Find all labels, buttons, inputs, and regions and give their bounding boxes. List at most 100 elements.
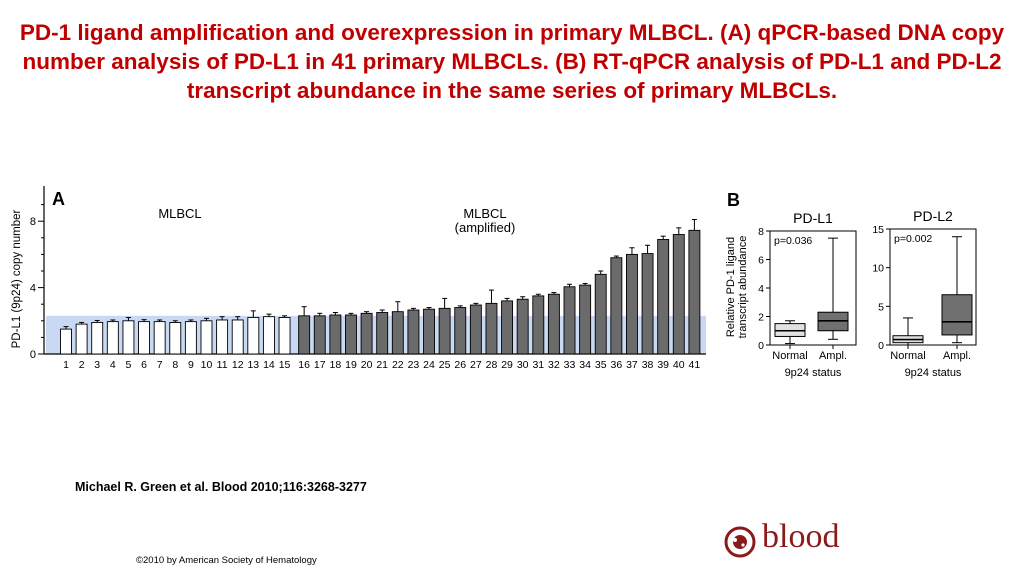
x-tick-label: 23 xyxy=(408,359,420,371)
box xyxy=(941,294,973,336)
x-tick-label: 7 xyxy=(157,359,163,371)
box-plot-pd-l1: PD-L1 p=0.036 0 2 4 6 8 Normal Ampl. 9p24 status xyxy=(758,210,857,379)
x-tick-label: 31 xyxy=(532,359,544,371)
y-tick-label: 4 xyxy=(30,283,36,295)
x-tick-label: 25 xyxy=(439,359,451,371)
x-tick-label: 26 xyxy=(454,359,466,371)
x-tick-label: 34 xyxy=(579,359,591,371)
bar xyxy=(657,239,670,355)
x-tick-label: 41 xyxy=(689,359,701,371)
x-tick-label: 13 xyxy=(247,359,259,371)
x-tick-label: 12 xyxy=(232,359,244,371)
bar xyxy=(391,311,404,355)
y-tick-label: 5 xyxy=(878,301,884,313)
bar xyxy=(594,273,607,355)
citation: Michael R. Green et al. Blood 2010;116:3… xyxy=(75,480,367,494)
x-tick-label: 19 xyxy=(345,359,357,371)
bar xyxy=(184,321,197,355)
slide-title: PD-1 ligand amplification and overexpres… xyxy=(19,20,1005,103)
bar xyxy=(153,321,166,355)
bar xyxy=(75,323,88,355)
x-tick-label: 5 xyxy=(126,359,132,371)
bar xyxy=(313,315,326,355)
x-tick-label: 2 xyxy=(79,359,85,371)
group-label-normal: MLBCL xyxy=(158,206,201,221)
bar xyxy=(532,295,545,355)
y-tick-label: 15 xyxy=(872,224,884,236)
bar xyxy=(563,286,576,355)
bar xyxy=(516,298,529,355)
bar xyxy=(454,307,467,355)
panel-a-bar-chart: 0 4 8 PD-L1 (9p24) copy number A MLBCL MLBCL (a… xyxy=(11,186,706,371)
x-tick-label: 17 xyxy=(314,359,326,371)
x-tick-label: 38 xyxy=(642,359,654,371)
x-tick-label: 30 xyxy=(517,359,529,371)
bar xyxy=(122,320,135,355)
bar xyxy=(501,300,514,355)
x-tick-label: 18 xyxy=(330,359,342,371)
y-axis-label: PD-L1 (9p24) copy number xyxy=(11,209,23,348)
y-tick-label: 0 xyxy=(30,349,36,361)
x-tick-label: 24 xyxy=(423,359,435,371)
x-tick-label: 28 xyxy=(486,359,498,371)
x-tick-label: 4 xyxy=(110,359,116,371)
panel-b-box-plots: B Relative PD-1 ligandtranscript abundanc… xyxy=(725,190,977,379)
bar xyxy=(216,319,229,355)
y-tick-label: 10 xyxy=(872,263,884,275)
x-tick-label: 9 xyxy=(188,359,194,371)
x-tick-label: 22 xyxy=(392,359,404,371)
bar xyxy=(469,304,482,355)
x-tick-label: 6 xyxy=(141,359,147,371)
bar xyxy=(688,229,701,355)
bar xyxy=(138,321,150,355)
x-tick-label: Ampl. xyxy=(943,350,971,362)
plot-title: PD-L2 xyxy=(913,208,953,224)
logo-text: blood xyxy=(762,518,840,555)
bar xyxy=(60,328,72,355)
bar xyxy=(610,257,623,355)
bar xyxy=(106,321,119,355)
bar xyxy=(407,309,420,355)
plot-title: PD-L1 xyxy=(793,210,833,226)
bar xyxy=(485,302,498,355)
x-tick-label: Ampl. xyxy=(819,350,847,362)
bar xyxy=(641,253,654,355)
copyright: ©2010 by American Society of Hematology xyxy=(136,555,317,566)
x-tick-label: 32 xyxy=(548,359,560,371)
blood-seal-icon xyxy=(724,526,756,558)
bar xyxy=(345,314,357,355)
x-tick-label: 16 xyxy=(298,359,310,371)
y-tick-label: 8 xyxy=(758,226,764,238)
bar xyxy=(329,314,342,355)
bar xyxy=(626,253,638,355)
x-tick-label: 10 xyxy=(201,359,213,371)
bar xyxy=(278,317,291,355)
panel-label: A xyxy=(52,189,65,209)
y-tick-label: 8 xyxy=(30,216,36,228)
bar xyxy=(579,284,592,355)
bar xyxy=(169,322,182,355)
y-tick-label: 0 xyxy=(878,340,884,352)
x-tick-label: Normal xyxy=(772,350,807,362)
y-tick-label: 4 xyxy=(758,283,764,295)
x-tick-label: 8 xyxy=(172,359,178,371)
x-tick-label: 35 xyxy=(595,359,607,371)
x-axis-label: 9p24 status xyxy=(905,367,962,379)
y-tick-label: 2 xyxy=(758,312,764,324)
x-tick-label: 36 xyxy=(610,359,622,371)
y-axis-label: Relative PD-1 ligandtranscript abundance xyxy=(725,236,749,339)
bar xyxy=(360,312,373,355)
x-tick-label: 3 xyxy=(94,359,100,371)
x-tick-label: 40 xyxy=(673,359,685,371)
bar xyxy=(423,308,435,355)
p-value: p=0.002 xyxy=(894,233,932,245)
bar xyxy=(298,315,311,355)
x-tick-label: 27 xyxy=(470,359,482,371)
x-tick-label: 1 xyxy=(63,359,69,371)
x-tick-label: 37 xyxy=(626,359,638,371)
x-tick-label: 14 xyxy=(263,359,275,371)
plot-frame xyxy=(889,228,977,346)
x-tick-label: 39 xyxy=(657,359,669,371)
blood-logo: blood xyxy=(722,518,862,560)
